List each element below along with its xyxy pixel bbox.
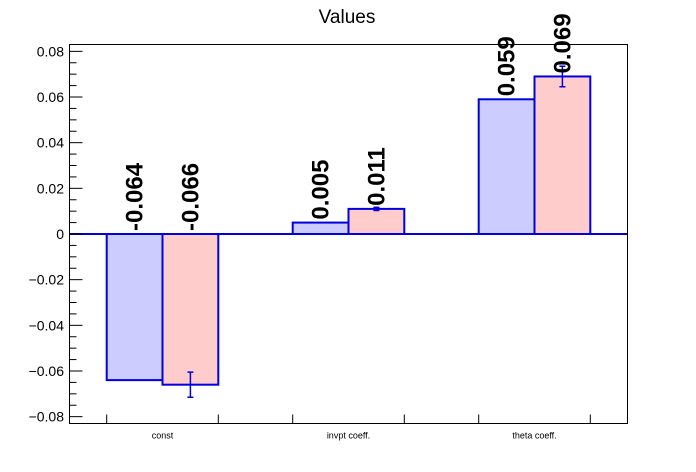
- data-label: 0.059: [494, 36, 521, 96]
- data-label: 0.069: [549, 13, 576, 73]
- data-label: 0.005: [308, 160, 335, 220]
- error-bars-layer: [187, 65, 566, 398]
- x-tick-label: theta coeff.: [512, 431, 556, 441]
- x-tick-label: const: [152, 431, 174, 441]
- bar: [291, 221, 350, 235]
- x-tick-label: invpt coeff.: [327, 431, 370, 441]
- data-labels-layer: -0.064 0.005 0.059 -0.066 0.011 0.069: [122, 13, 577, 231]
- y-tick-label: −0.06: [29, 363, 65, 379]
- y-tick-label: 0.04: [37, 135, 64, 151]
- y-tick-label: −0.04: [29, 317, 65, 333]
- y-tick-label: −0.08: [29, 409, 65, 425]
- y-tick-label: 0.02: [37, 180, 64, 196]
- y-axis: 0.08 0.06 0.04 0.02 0 −0.02 −0.04 −0.06 −0.08: [29, 43, 83, 425]
- data-label: -0.064: [122, 162, 149, 231]
- chart-title: Values: [319, 7, 376, 28]
- y-tick-label: −0.02: [29, 272, 65, 288]
- bar: [105, 233, 164, 382]
- bar: [161, 233, 220, 386]
- data-label: -0.066: [177, 163, 204, 231]
- bar: [347, 207, 406, 236]
- bar: [477, 98, 536, 235]
- bar: [533, 75, 592, 235]
- y-tick-label: 0: [56, 226, 64, 242]
- y-tick-label: 0.08: [37, 43, 64, 59]
- y-tick-label: 0.06: [37, 89, 64, 105]
- x-axis: const invpt coeff. theta coeff.: [106, 414, 591, 441]
- data-label: 0.011: [363, 147, 390, 206]
